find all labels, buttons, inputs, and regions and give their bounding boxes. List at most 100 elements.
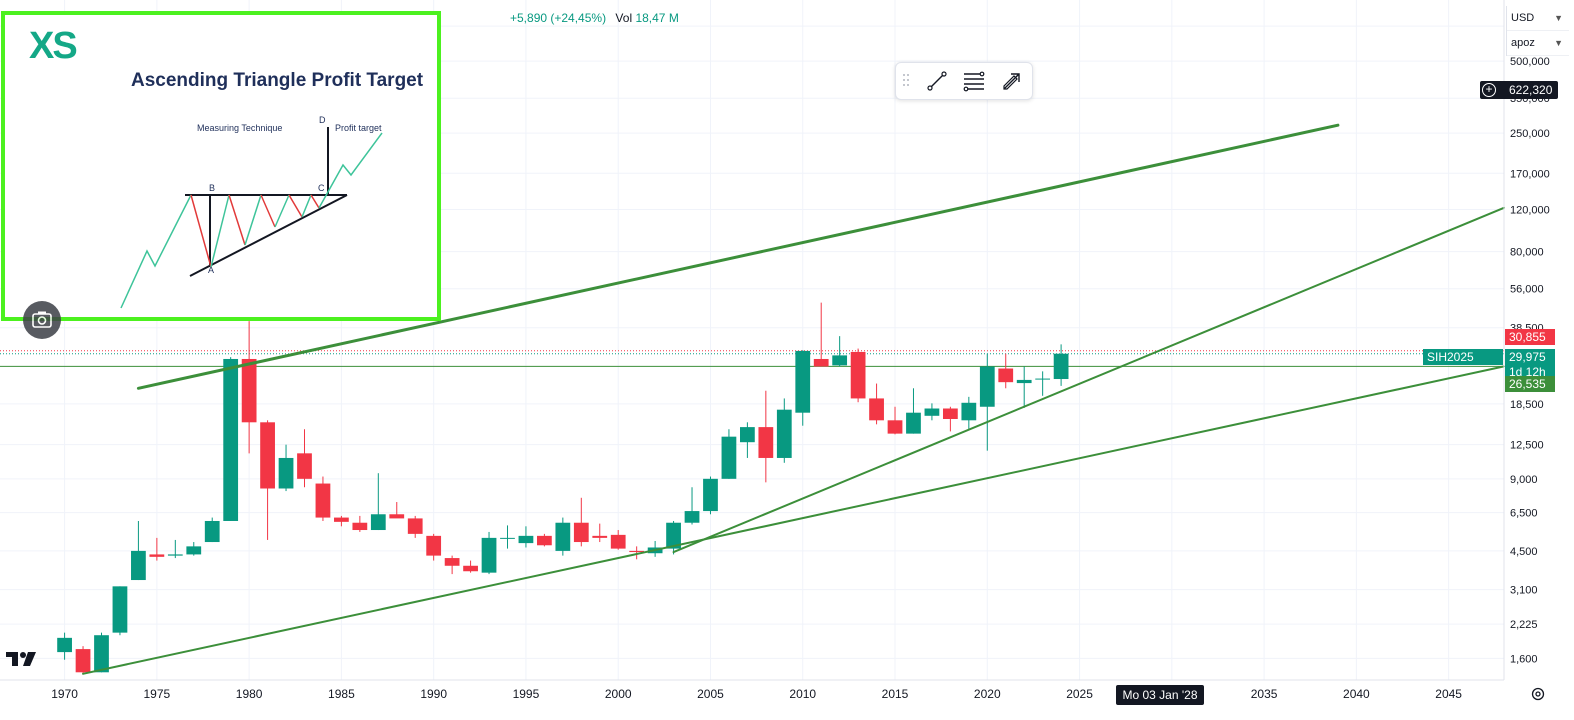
candle-body	[1016, 379, 1032, 384]
candle-body	[776, 409, 792, 458]
time-tick-label: 1970	[51, 687, 78, 701]
candle	[444, 555, 460, 575]
lower-level-tag: 26,535	[1505, 376, 1555, 393]
drag-handle-icon[interactable]	[902, 73, 910, 89]
last-price-tag: 29,975	[1505, 348, 1555, 365]
candle-body	[740, 427, 755, 443]
candle-body	[906, 412, 921, 434]
time-tick-label: 1985	[328, 687, 355, 701]
candle-body	[537, 535, 552, 546]
drawing-toolbar[interactable]	[895, 62, 1033, 100]
camera-icon	[32, 311, 52, 328]
price-tick-label: 170,000	[1510, 168, 1550, 180]
gear-icon[interactable]	[1530, 686, 1546, 702]
trendline	[672, 206, 1505, 554]
candle-body	[666, 522, 681, 549]
candle	[297, 429, 312, 488]
arrow-tool-icon[interactable]	[1000, 69, 1024, 93]
candle	[131, 520, 146, 581]
candle	[758, 390, 774, 483]
plus-circle-icon[interactable]: +	[1482, 83, 1496, 97]
candle	[776, 398, 792, 463]
crosshair-price: 622,320	[1509, 83, 1553, 97]
candle	[813, 302, 829, 367]
change-value: +5,890 (+24,45%)	[510, 11, 607, 25]
crosshair-price-label: + 622,320	[1480, 81, 1558, 99]
trendline	[136, 123, 1340, 390]
candle	[869, 383, 884, 425]
volume-label: Vol	[615, 11, 633, 25]
candle-body	[186, 546, 202, 555]
candle-body	[278, 457, 294, 489]
xs-logo: XS	[29, 25, 78, 67]
candle-body	[481, 537, 497, 573]
candle-body	[1035, 378, 1051, 380]
chevron-down-icon: ▼	[1554, 13, 1563, 23]
candle	[223, 357, 239, 521]
candle-body	[961, 402, 977, 421]
candle-body	[370, 514, 386, 531]
candle	[666, 520, 681, 555]
candle	[887, 406, 903, 435]
time-tick-label: 2025	[1066, 687, 1093, 701]
symbol-tag[interactable]: SIH2025	[1423, 348, 1503, 365]
candle-body	[555, 522, 571, 551]
trend-line-icon[interactable]	[925, 69, 949, 93]
candle	[241, 321, 257, 454]
candle-body	[573, 522, 589, 543]
price-tick-label: 9,000	[1510, 474, 1538, 486]
time-tick-label: 2035	[1251, 687, 1278, 701]
candle-body	[407, 518, 423, 534]
candle	[204, 517, 220, 543]
candle-body	[334, 517, 349, 522]
candle-body	[500, 537, 515, 539]
candle	[1016, 366, 1032, 408]
candle-body	[721, 436, 737, 479]
currency-selector[interactable]: USD ▼ apoz ▼	[1506, 6, 1569, 56]
price-tick-label: 500,000	[1510, 56, 1550, 68]
time-tick-label: 2010	[789, 687, 816, 701]
scale-mode-dropdown[interactable]: apoz ▼	[1507, 31, 1569, 56]
price-tick-label: 6,500	[1510, 508, 1538, 520]
time-tick-label: 1995	[513, 687, 540, 701]
candle-body	[629, 550, 645, 553]
candle	[850, 348, 866, 403]
candle	[555, 517, 571, 556]
candle	[186, 542, 202, 556]
candle-body	[167, 554, 183, 556]
candle	[573, 497, 589, 547]
candle	[942, 406, 958, 432]
trendlines[interactable]	[82, 123, 1505, 675]
price-tick-label: 18,500	[1510, 399, 1544, 411]
candle-body	[998, 368, 1014, 383]
price-tick-label: 120,000	[1510, 204, 1550, 216]
camera-button[interactable]	[23, 301, 61, 339]
candle	[740, 422, 755, 458]
currency-dropdown[interactable]: USD ▼	[1507, 6, 1569, 31]
fib-retracement-icon[interactable]	[962, 69, 986, 93]
chevron-down-icon: ▼	[1554, 38, 1563, 48]
candle-body	[112, 586, 128, 633]
candle-body	[57, 637, 72, 653]
candles	[57, 302, 1069, 674]
point-d-label: D	[319, 115, 326, 125]
candle	[278, 444, 294, 492]
volume-value: 18,47 M	[635, 11, 679, 25]
tradingview-logo-icon[interactable]	[6, 648, 38, 668]
candle	[518, 526, 534, 548]
candle	[75, 646, 91, 674]
candle-body	[260, 422, 275, 489]
candle-body	[887, 420, 903, 434]
measuring-technique-label: Measuring Technique	[197, 123, 283, 133]
candle-body	[389, 514, 405, 519]
candle-body	[241, 358, 257, 423]
candle-body	[869, 398, 884, 421]
candle	[684, 487, 700, 525]
candle-body	[610, 534, 626, 549]
candle-body	[75, 649, 91, 673]
candle-body	[924, 408, 940, 416]
time-axis[interactable]: 1970 1975 1980 1985 1990 1995 2000 2005 2010 2015…	[51, 687, 1462, 701]
candle	[500, 525, 515, 549]
candle	[112, 586, 128, 636]
header-stats: +5,890 (+24,45%) Vol 18,47 M	[510, 11, 679, 25]
